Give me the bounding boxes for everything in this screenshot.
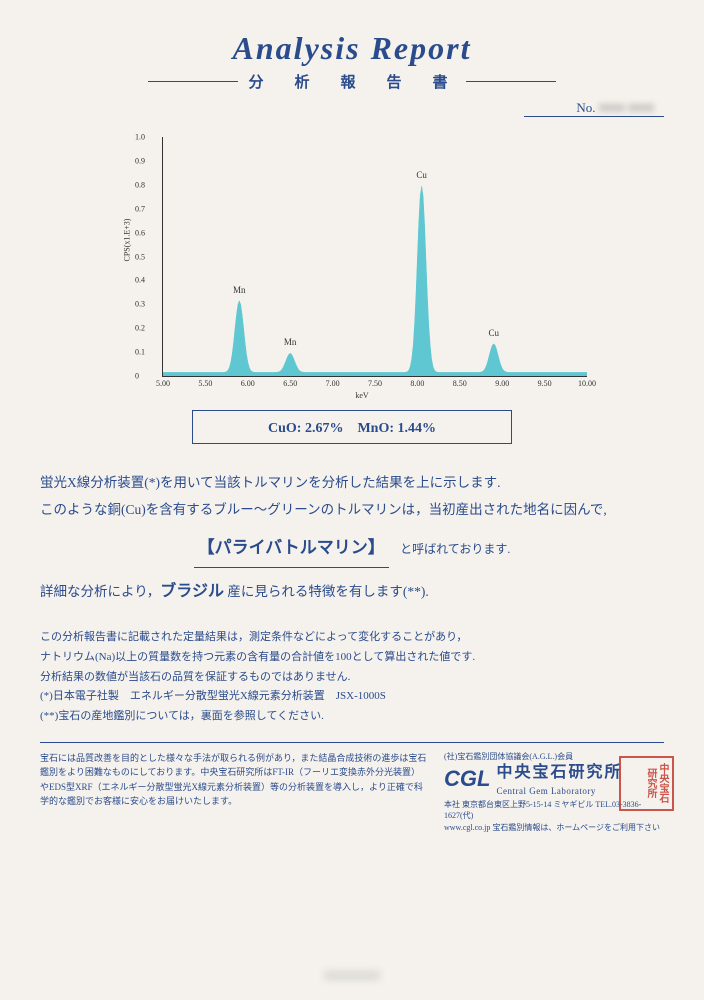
cgl-logo: CGL: [444, 764, 490, 795]
report-page: Analysis Report 分 析 報 告 書 No. 0000 0000 …: [0, 0, 704, 1000]
org-name-en: Central Gem Laboratory: [496, 785, 622, 798]
note-4: (*)日本電子社製 エネルギー分散型蛍光X線元素分析装置 JSX-1000S: [40, 687, 664, 707]
xtick: 6.00: [241, 379, 255, 388]
xtick: 7.00: [326, 379, 340, 388]
ytick: 0.1: [135, 348, 145, 357]
body-text: 蛍光X線分析装置(*)を用いて当該トルマリンを分析した結果を上に示します. この…: [40, 469, 664, 608]
ytick: 0.7: [135, 204, 145, 213]
gem-name-row: 【パライバトルマリン】 と呼ばれております.: [40, 531, 664, 568]
peak-label: Mn: [233, 285, 246, 295]
ytick: 0.5: [135, 252, 145, 261]
report-subtitle: 分 析 報 告 書: [248, 71, 455, 92]
composition-result: CuO: 2.67% MnO: 1.44%: [192, 410, 512, 444]
footer: 宝石には品質改善を目的とした様々な手法が取られる例があり，また結晶合成技術の進歩…: [40, 751, 664, 833]
xtick: 6.50: [283, 379, 297, 388]
report-title: Analysis Report: [40, 30, 664, 67]
body-line-3: 詳細な分析により，ブラジル 産に見られる特徴を有します(**).: [40, 576, 664, 608]
gem-name-suffix: と呼ばれております.: [400, 542, 510, 556]
ytick: 0.3: [135, 300, 145, 309]
xtick: 5.00: [156, 379, 170, 388]
divider-left: [148, 81, 238, 82]
chart-plot-area: 00.10.20.30.40.50.60.70.80.91.05.005.506…: [162, 137, 587, 377]
org-web: www.cgl.co.jp 宝石鑑別情報は、ホームページをご利用下さい: [444, 822, 664, 833]
peak-label: Mn: [284, 337, 297, 347]
xtick: 10.00: [578, 379, 596, 388]
footer-org: (社)宝石鑑別団体協議会(A.G.L.)会員 CGL 中央宝石研究所 Centr…: [444, 751, 664, 833]
xtick: 8.50: [453, 379, 467, 388]
xtick: 9.50: [538, 379, 552, 388]
xtick: 8.00: [410, 379, 424, 388]
ytick: 0: [135, 372, 139, 381]
divider-right: [466, 81, 556, 82]
bottom-code: 00000000: [324, 969, 380, 985]
origin-country: ブラジル: [160, 583, 224, 600]
note-3: 分析結果の数値が当該石の品質を保証するものではありません.: [40, 668, 664, 688]
gem-name: 【パライバトルマリン】: [194, 531, 389, 568]
subtitle-row: 分 析 報 告 書: [40, 71, 664, 92]
ytick: 0.9: [135, 156, 145, 165]
official-stamp: 中央宝石研究所: [619, 756, 674, 811]
chart-ylabel: CPS(x1.E+3): [123, 219, 132, 262]
footer-disclaimer: 宝石には品質改善を目的とした様々な手法が取られる例があり，また結晶合成技術の進歩…: [40, 751, 429, 809]
chart-xlabel: keV: [355, 391, 368, 400]
ytick: 0.6: [135, 228, 145, 237]
ytick: 0.2: [135, 324, 145, 333]
body-line-1: 蛍光X線分析装置(*)を用いて当該トルマリンを分析した結果を上に示します.: [40, 469, 664, 496]
note-2: ナトリウム(Na)以上の質量数を持つ元素の含有量の合計値を100として算出された…: [40, 648, 664, 668]
footer-divider: [40, 742, 664, 743]
xtick: 5.50: [198, 379, 212, 388]
xtick: 7.50: [368, 379, 382, 388]
note-5: (**)宝石の産地鑑別については，裏面を参照してください.: [40, 707, 664, 727]
peak-label: Cu: [488, 328, 499, 338]
ytick: 1.0: [135, 133, 145, 142]
peak-label: Cu: [416, 170, 427, 180]
spectrum-svg: [163, 137, 587, 376]
spectrum-chart: CPS(x1.E+3) 00.10.20.30.40.50.60.70.80.9…: [112, 132, 592, 444]
report-number: No. 0000 0000: [524, 100, 664, 117]
ytick: 0.8: [135, 180, 145, 189]
ytick: 0.4: [135, 276, 145, 285]
notes-section: この分析報告書に記載された定量結果は，測定条件などによって変化することがあり， …: [40, 628, 664, 727]
body-line-2: このような銅(Cu)を含有するブルー〜グリーンのトルマリンは，当初産出された地名…: [40, 496, 664, 523]
org-name-jp: 中央宝石研究所: [496, 762, 622, 784]
no-label: No.: [576, 100, 595, 115]
note-1: この分析報告書に記載された定量結果は，測定条件などによって変化することがあり，: [40, 628, 664, 648]
xtick: 9.00: [495, 379, 509, 388]
origin-post: 産に見られる特徴を有します(**).: [224, 584, 429, 599]
no-value: 0000 0000: [599, 100, 654, 115]
origin-pre: 詳細な分析により，: [40, 584, 160, 599]
